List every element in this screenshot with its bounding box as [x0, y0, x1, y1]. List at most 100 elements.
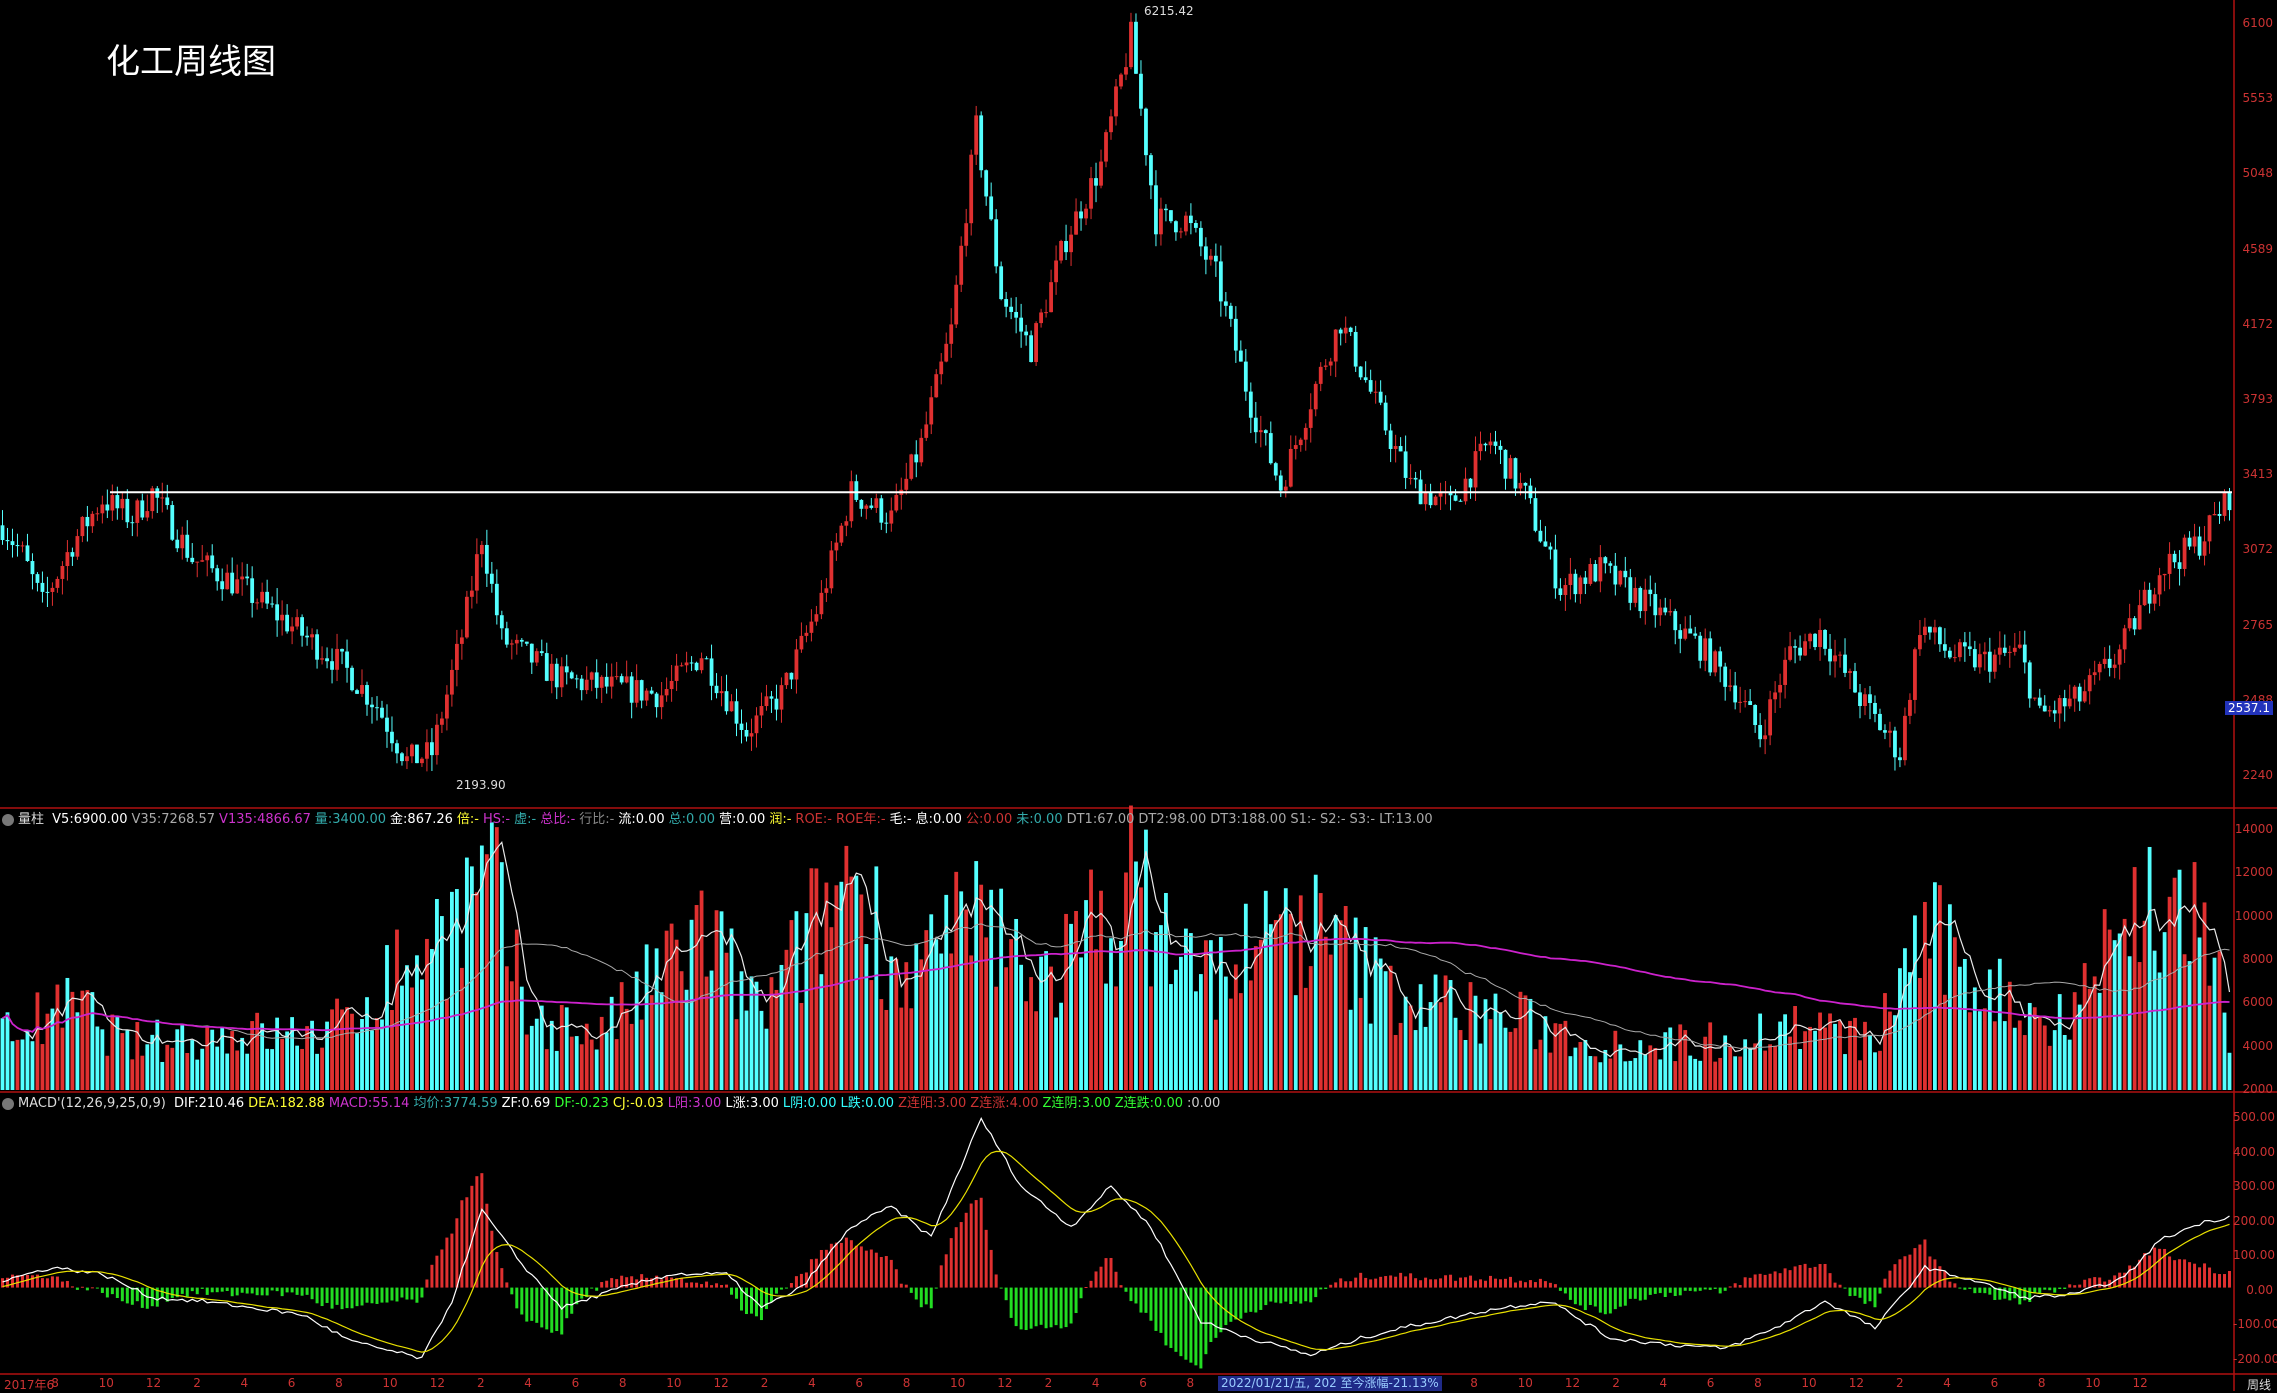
volume-bar: [1373, 937, 1378, 1090]
volume-bar: [1923, 901, 1927, 1090]
candle-body: [80, 516, 85, 537]
candle-body: [879, 498, 884, 523]
volume-bar: [1803, 1031, 1807, 1090]
macd-bar: [1309, 1287, 1313, 1303]
macd-bar: [1089, 1280, 1093, 1288]
settings-icon[interactable]: [2, 1097, 14, 1110]
volume-bar: [1139, 887, 1143, 1090]
macd-bar: [90, 1287, 94, 1289]
candle-body: [2007, 651, 2012, 653]
candle-body: [1029, 335, 1034, 363]
volume-bar: [2087, 988, 2092, 1090]
macd-bar: [1553, 1284, 1557, 1288]
candle-body: [1089, 178, 1093, 209]
volume-bar: [929, 914, 934, 1090]
macd-bar: [1114, 1271, 1118, 1288]
range-change-label[interactable]: 2022/01/21/五, 202 至今涨幅-21.13%: [1218, 1376, 1442, 1391]
candle-body: [1573, 573, 1578, 595]
candle-body: [694, 662, 699, 671]
candle-body: [2157, 575, 2162, 595]
macd-bar: [1733, 1283, 1737, 1288]
candle-body: [1888, 730, 1892, 733]
macd-bar: [939, 1265, 943, 1288]
volume-bar: [1698, 1060, 1703, 1090]
candle-body: [784, 672, 789, 686]
macd-bar: [565, 1287, 569, 1319]
volume-bar: [2037, 1016, 2042, 1090]
macd-bar: [1873, 1287, 1877, 1308]
candle-body: [524, 641, 529, 644]
volume-bar: [1089, 869, 1093, 1090]
volume-bar: [674, 939, 679, 1090]
macd-bar: [1274, 1287, 1278, 1303]
volume-bar: [1418, 984, 1423, 1090]
volume-bar: [145, 1044, 150, 1090]
indicator-value: 倍:-: [456, 812, 479, 827]
macd-bar: [1563, 1287, 1567, 1294]
macd-bar: [555, 1287, 559, 1332]
volume-bar: [764, 1028, 769, 1090]
macd-bar: [180, 1287, 184, 1294]
candle-body: [1613, 565, 1618, 585]
volume-bar: [210, 1029, 215, 1090]
macd-bar: [1883, 1278, 1887, 1288]
volume-bar: [854, 875, 859, 1090]
period-label[interactable]: 周线: [2246, 1378, 2271, 1392]
volume-bar: [430, 949, 434, 1090]
settings-icon[interactable]: [2, 813, 14, 826]
volume-bar: [874, 866, 879, 1090]
candle-body: [2047, 710, 2052, 712]
volume-bar: [1863, 1021, 1867, 1090]
candle-body: [2012, 647, 2017, 652]
volume-bar: [684, 989, 689, 1090]
macd-bar: [2118, 1272, 2122, 1288]
macd-bar: [2108, 1279, 2112, 1288]
candle-body: [1293, 445, 1298, 449]
candle-body: [1019, 317, 1024, 332]
volume-bar: [769, 977, 774, 1090]
volume-bar: [979, 884, 984, 1090]
volume-bar: [1119, 940, 1123, 1090]
macd-bar: [140, 1287, 144, 1308]
macd-bar: [545, 1287, 549, 1330]
candle-body: [20, 545, 25, 547]
volume-bar: [1338, 920, 1343, 1090]
indicator-name[interactable]: 量柱: [18, 812, 45, 827]
volume-bar: [1208, 940, 1213, 1090]
candle-body: [1493, 441, 1498, 446]
macd-bar: [1244, 1287, 1248, 1313]
volume-bar: [454, 889, 459, 1090]
macd-bar: [1613, 1287, 1617, 1310]
candle-body: [1079, 211, 1083, 219]
candle-body: [1533, 498, 1538, 531]
volume-bar: [1883, 993, 1887, 1090]
macd-bar: [485, 1203, 489, 1288]
indicator-name[interactable]: MACD'(12,26,9,25,0,9): [18, 1096, 166, 1111]
macd-bar: [1598, 1287, 1602, 1313]
candle-body: [1962, 642, 1967, 647]
candle-body: [1813, 633, 1817, 648]
volume-bar: [1603, 1049, 1608, 1090]
candle-body: [954, 284, 959, 325]
macd-bar: [1763, 1274, 1767, 1288]
indicator-value: DIF:210.46: [173, 1096, 245, 1111]
candle-body: [2057, 698, 2062, 714]
candle-body: [1823, 629, 1827, 649]
macd-bar: [954, 1227, 958, 1288]
volume-bar: [1198, 974, 1203, 1090]
indicator-value: V135:4866.67: [219, 812, 311, 827]
macd-bar: [1019, 1287, 1023, 1330]
macd-tick: -200.00: [2233, 1352, 2277, 1366]
time-tick: 12: [145, 1376, 162, 1390]
volume-bar: [994, 986, 999, 1090]
volume-bar: [1678, 1024, 1683, 1090]
volume-bar: [345, 1007, 349, 1090]
candle-body: [2052, 710, 2057, 714]
candle-body: [519, 639, 524, 642]
volume-bar: [70, 991, 75, 1090]
volume-bar: [1808, 1026, 1812, 1090]
time-tick: 6: [1990, 1376, 1999, 1390]
macd-bar: [735, 1287, 739, 1299]
macd-bar: [1833, 1282, 1837, 1288]
